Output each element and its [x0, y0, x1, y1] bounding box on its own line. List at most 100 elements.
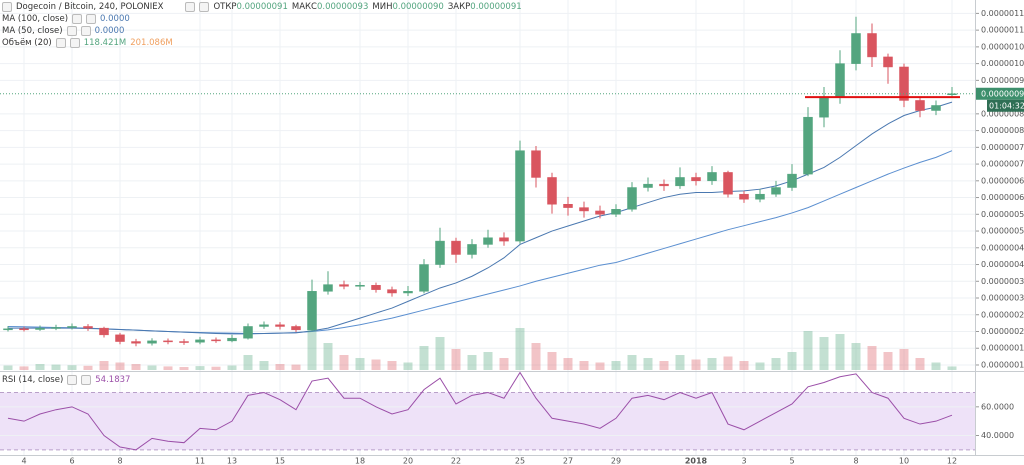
y-tick-label: 0.00000015 [981, 344, 1024, 353]
eye-button[interactable] [185, 2, 196, 12]
countdown-label: 01:04:32 [989, 101, 1024, 110]
eye-button[interactable] [55, 38, 66, 48]
candle-body [419, 264, 429, 292]
x-tick-label: 12 [947, 457, 957, 465]
candle-body [131, 341, 141, 344]
eye-button[interactable] [67, 375, 78, 385]
candle-body [115, 334, 125, 342]
volume-bar [467, 355, 477, 370]
x-tick-label: 29 [611, 457, 621, 465]
volume-bar [19, 366, 29, 370]
candle-body [931, 105, 941, 111]
volume-bar [931, 362, 941, 370]
candle-body [387, 289, 397, 294]
volume-bar [163, 366, 173, 370]
rsi-name: RSI (14, close) [2, 375, 64, 385]
volume-bar [195, 366, 205, 370]
candle-body [179, 341, 189, 343]
x-tick-label: 2018 [685, 457, 708, 465]
volume-bar [131, 364, 141, 370]
volume-bar [3, 365, 13, 370]
open-label: ОТКР [213, 2, 237, 12]
candle-body [787, 173, 797, 188]
settings-button[interactable] [69, 38, 80, 48]
volume-bar [915, 358, 925, 370]
volume-bar [723, 356, 733, 370]
eye-button[interactable] [72, 14, 83, 24]
volume-bar [35, 364, 45, 370]
x-tick-label: 20 [403, 457, 413, 465]
candle-body [435, 240, 445, 265]
candle-body [275, 324, 285, 327]
low-label: МИН [372, 2, 393, 12]
volume-bar [387, 361, 397, 370]
volume-bar [99, 361, 109, 370]
volume-bar [579, 361, 589, 370]
candle-body [451, 240, 461, 255]
x-tick-label: 18 [355, 457, 365, 465]
volume-bar [67, 365, 77, 370]
y-tick-label: 0.00000065 [981, 176, 1024, 185]
candle-body [307, 291, 317, 331]
eye-button[interactable] [66, 26, 77, 36]
volume-bar [659, 361, 669, 370]
close-label: ЗАКР [447, 2, 471, 12]
candle-body [99, 327, 109, 336]
symbol-icon[interactable] [2, 2, 12, 12]
volume-bar [611, 361, 621, 370]
candle-body [739, 193, 749, 200]
candle-body [51, 327, 61, 329]
last-price-label: 0.00000091 [981, 89, 1024, 98]
settings-button[interactable] [86, 14, 97, 24]
settings-button[interactable] [81, 375, 92, 385]
y-tick-label: 0.00000045 [981, 243, 1024, 252]
volume-bar [179, 367, 189, 370]
candle-body [323, 284, 333, 292]
volume-bar [899, 349, 909, 370]
candle-body [227, 337, 237, 342]
high-value: 0.00000093 [317, 2, 369, 12]
x-tick-label: 8 [853, 457, 858, 465]
y-tick-label: 60.0000 [981, 402, 1014, 411]
y-tick-label: 0.00000055 [981, 210, 1024, 219]
y-tick-label: 0.00000075 [981, 143, 1024, 152]
volume-bar [323, 343, 333, 370]
candle-body [691, 177, 701, 182]
volume-bar [291, 364, 301, 370]
countdown-box [987, 99, 1024, 112]
settings-button[interactable] [80, 26, 91, 36]
volume-bar [147, 365, 157, 370]
close-value: 0.00000091 [470, 2, 522, 12]
candle-body [467, 244, 477, 255]
candle-body [851, 33, 861, 64]
ma100-name: MA (100, close) [2, 14, 69, 24]
candle-body [595, 210, 605, 215]
x-tick-label: 5 [789, 457, 794, 465]
volume-bar [739, 361, 749, 370]
volume-bar [643, 358, 653, 370]
volume-bar [115, 362, 125, 370]
x-tick-label: 11 [195, 457, 205, 465]
candle-body [707, 172, 717, 182]
volume-bar [515, 328, 525, 370]
candle-body [195, 339, 205, 343]
volume-bar [595, 362, 605, 370]
volume-bar [355, 358, 365, 370]
low-value: 0.00000090 [392, 2, 444, 12]
volume-bar [851, 343, 861, 370]
candle-body [211, 339, 221, 342]
candle-body [243, 326, 253, 339]
candle-body [627, 187, 637, 210]
volume-bar [691, 359, 701, 370]
volume-bar [259, 361, 269, 370]
volume-bar [835, 334, 845, 370]
settings-button[interactable] [199, 2, 210, 12]
candle-body [147, 340, 157, 344]
